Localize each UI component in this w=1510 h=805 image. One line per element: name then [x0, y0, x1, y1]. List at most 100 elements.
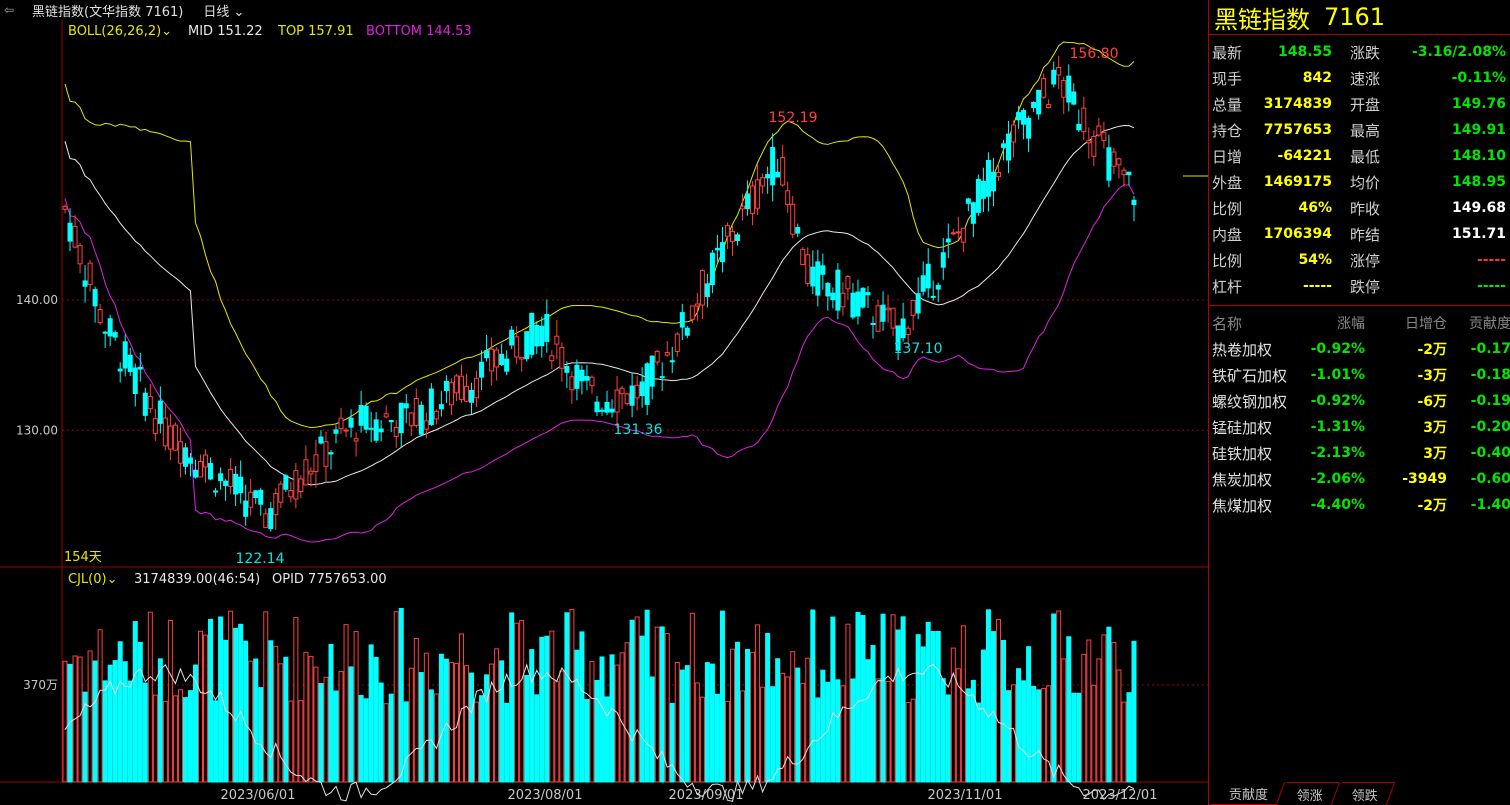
- volume-bar: [870, 645, 876, 783]
- tab-0[interactable]: 贡献度: [1210, 782, 1286, 805]
- candle-body: [529, 312, 535, 355]
- candle-body: [980, 180, 986, 199]
- volume-bar: [579, 631, 585, 783]
- candle-body: [167, 425, 173, 450]
- candle-body: [1021, 109, 1027, 125]
- volume-bar: [368, 644, 374, 783]
- volume-bar: [499, 660, 505, 783]
- quote-label: 持仓: [1212, 121, 1243, 140]
- candle-body: [1016, 112, 1022, 121]
- candle-body: [735, 234, 741, 242]
- contract-name: 硅铁加权: [1212, 444, 1273, 463]
- contract-name: 锰硅加权: [1212, 418, 1273, 437]
- candle-body: [745, 193, 751, 210]
- volume-bar: [132, 621, 138, 783]
- candle-body: [1026, 117, 1032, 139]
- contribution: -0.60: [1470, 471, 1510, 487]
- candle-body: [729, 231, 735, 242]
- volume-bar: [358, 694, 364, 783]
- volume-bar: [388, 693, 394, 783]
- quote-value: 151.71: [1451, 226, 1506, 242]
- volume-bar: [624, 642, 630, 783]
- tab-1[interactable]: 领涨: [1278, 782, 1341, 805]
- daily-increase: -3万: [1417, 368, 1447, 384]
- volume-bar: [539, 636, 545, 783]
- volume-bar: [303, 651, 309, 783]
- candle-body: [338, 417, 344, 430]
- volume-bar: [1076, 692, 1082, 783]
- quote-row: 杠杆 ----- 跌停 -----: [1209, 273, 1510, 299]
- volume-bar: [469, 672, 475, 783]
- back-icon[interactable]: ⇦: [4, 3, 15, 17]
- quote-value: 7757653: [1263, 122, 1332, 138]
- volume-bar: [724, 700, 730, 783]
- candle-body: [629, 385, 635, 406]
- candle-body: [599, 409, 605, 412]
- volume-bar: [629, 619, 635, 783]
- quote-label: 现手: [1212, 69, 1243, 88]
- candle-body: [479, 361, 485, 378]
- column-header[interactable]: 贡献度: [1469, 316, 1510, 332]
- candle-body: [514, 336, 520, 358]
- candle-body: [1056, 67, 1062, 76]
- candle-body: [258, 489, 264, 505]
- volume-bar: [639, 635, 645, 783]
- volume-bar: [1036, 689, 1042, 783]
- candle-body: [995, 171, 1001, 178]
- candle-body: [273, 493, 279, 516]
- quote-label: 开盘: [1350, 95, 1381, 114]
- volume-bar: [1000, 639, 1006, 783]
- quote-label: 涨跌: [1350, 43, 1381, 62]
- candle-body: [428, 388, 434, 426]
- candle-body: [679, 312, 685, 328]
- period-selector[interactable]: 日线 ⌄: [203, 1, 244, 20]
- contrib-row[interactable]: 焦炭加权 -2.06% -3949 -0.60: [1209, 466, 1510, 492]
- daily-increase: 3万: [1423, 420, 1447, 436]
- contrib-row[interactable]: 焦煤加权 -4.40% -2万 -1.40: [1209, 492, 1510, 518]
- opid-line: [64, 663, 1135, 802]
- daily-increase: 3万: [1423, 446, 1447, 462]
- candle-body: [72, 225, 78, 248]
- contrib-row[interactable]: 铁矿石加权 -1.01% -3万 -0.18: [1209, 362, 1510, 388]
- candle-body: [228, 468, 234, 487]
- candle-body: [1041, 77, 1047, 98]
- period-label: 日线: [203, 4, 230, 20]
- quote-row: 现手 842 速涨 -0.11%: [1209, 65, 1510, 91]
- quote-value: 1706394: [1263, 226, 1332, 242]
- volume-bar: [463, 665, 469, 783]
- quote-value: 148.55: [1277, 44, 1332, 60]
- candle-body: [850, 292, 856, 318]
- volume-bar: [800, 682, 806, 783]
- column-header[interactable]: 涨幅: [1337, 316, 1365, 332]
- contrib-row[interactable]: 热卷加权 -0.92% -2万 -0.17: [1209, 336, 1510, 362]
- volume-bar: [644, 609, 650, 783]
- panel-name: 黑链指数: [1214, 5, 1310, 34]
- candle-body: [609, 408, 615, 413]
- kline-chart[interactable]: BOLL(26,26,2)⌄ MID 151.22 TOP 157.91 BOTTOM…: [0, 20, 1208, 805]
- volume-bar: [960, 625, 966, 783]
- candle-body: [945, 238, 951, 243]
- contrib-row[interactable]: 锰硅加权 -1.31% 3万 -0.20: [1209, 414, 1510, 440]
- candle-body: [1101, 131, 1107, 141]
- volume-bar: [283, 656, 289, 783]
- candle-body: [203, 454, 209, 468]
- candle-body: [192, 469, 198, 478]
- candle-body: [62, 205, 68, 210]
- y-tick-label: 130.00: [16, 423, 58, 437]
- column-header[interactable]: 名称: [1212, 314, 1243, 333]
- candle-body: [1031, 101, 1037, 108]
- candle-body: [448, 382, 454, 406]
- candle-body: [438, 404, 444, 410]
- candle-body: [925, 263, 931, 289]
- change-pct: -1.01%: [1310, 367, 1365, 383]
- column-header[interactable]: 日增仓: [1405, 316, 1447, 332]
- instrument-title: 黑链指数(文华指数 7161): [32, 4, 184, 20]
- volume-bar: [875, 678, 881, 783]
- volume-bar: [860, 615, 866, 783]
- candle-body: [313, 454, 319, 472]
- volume-bar: [1006, 690, 1012, 783]
- contrib-row[interactable]: 螺纹钢加权 -0.92% -6万 -0.19: [1209, 388, 1510, 414]
- tab-2[interactable]: 领跌: [1333, 782, 1396, 805]
- contrib-row[interactable]: 硅铁加权 -2.13% 3万 -0.40: [1209, 440, 1510, 466]
- volume-bar: [142, 682, 148, 783]
